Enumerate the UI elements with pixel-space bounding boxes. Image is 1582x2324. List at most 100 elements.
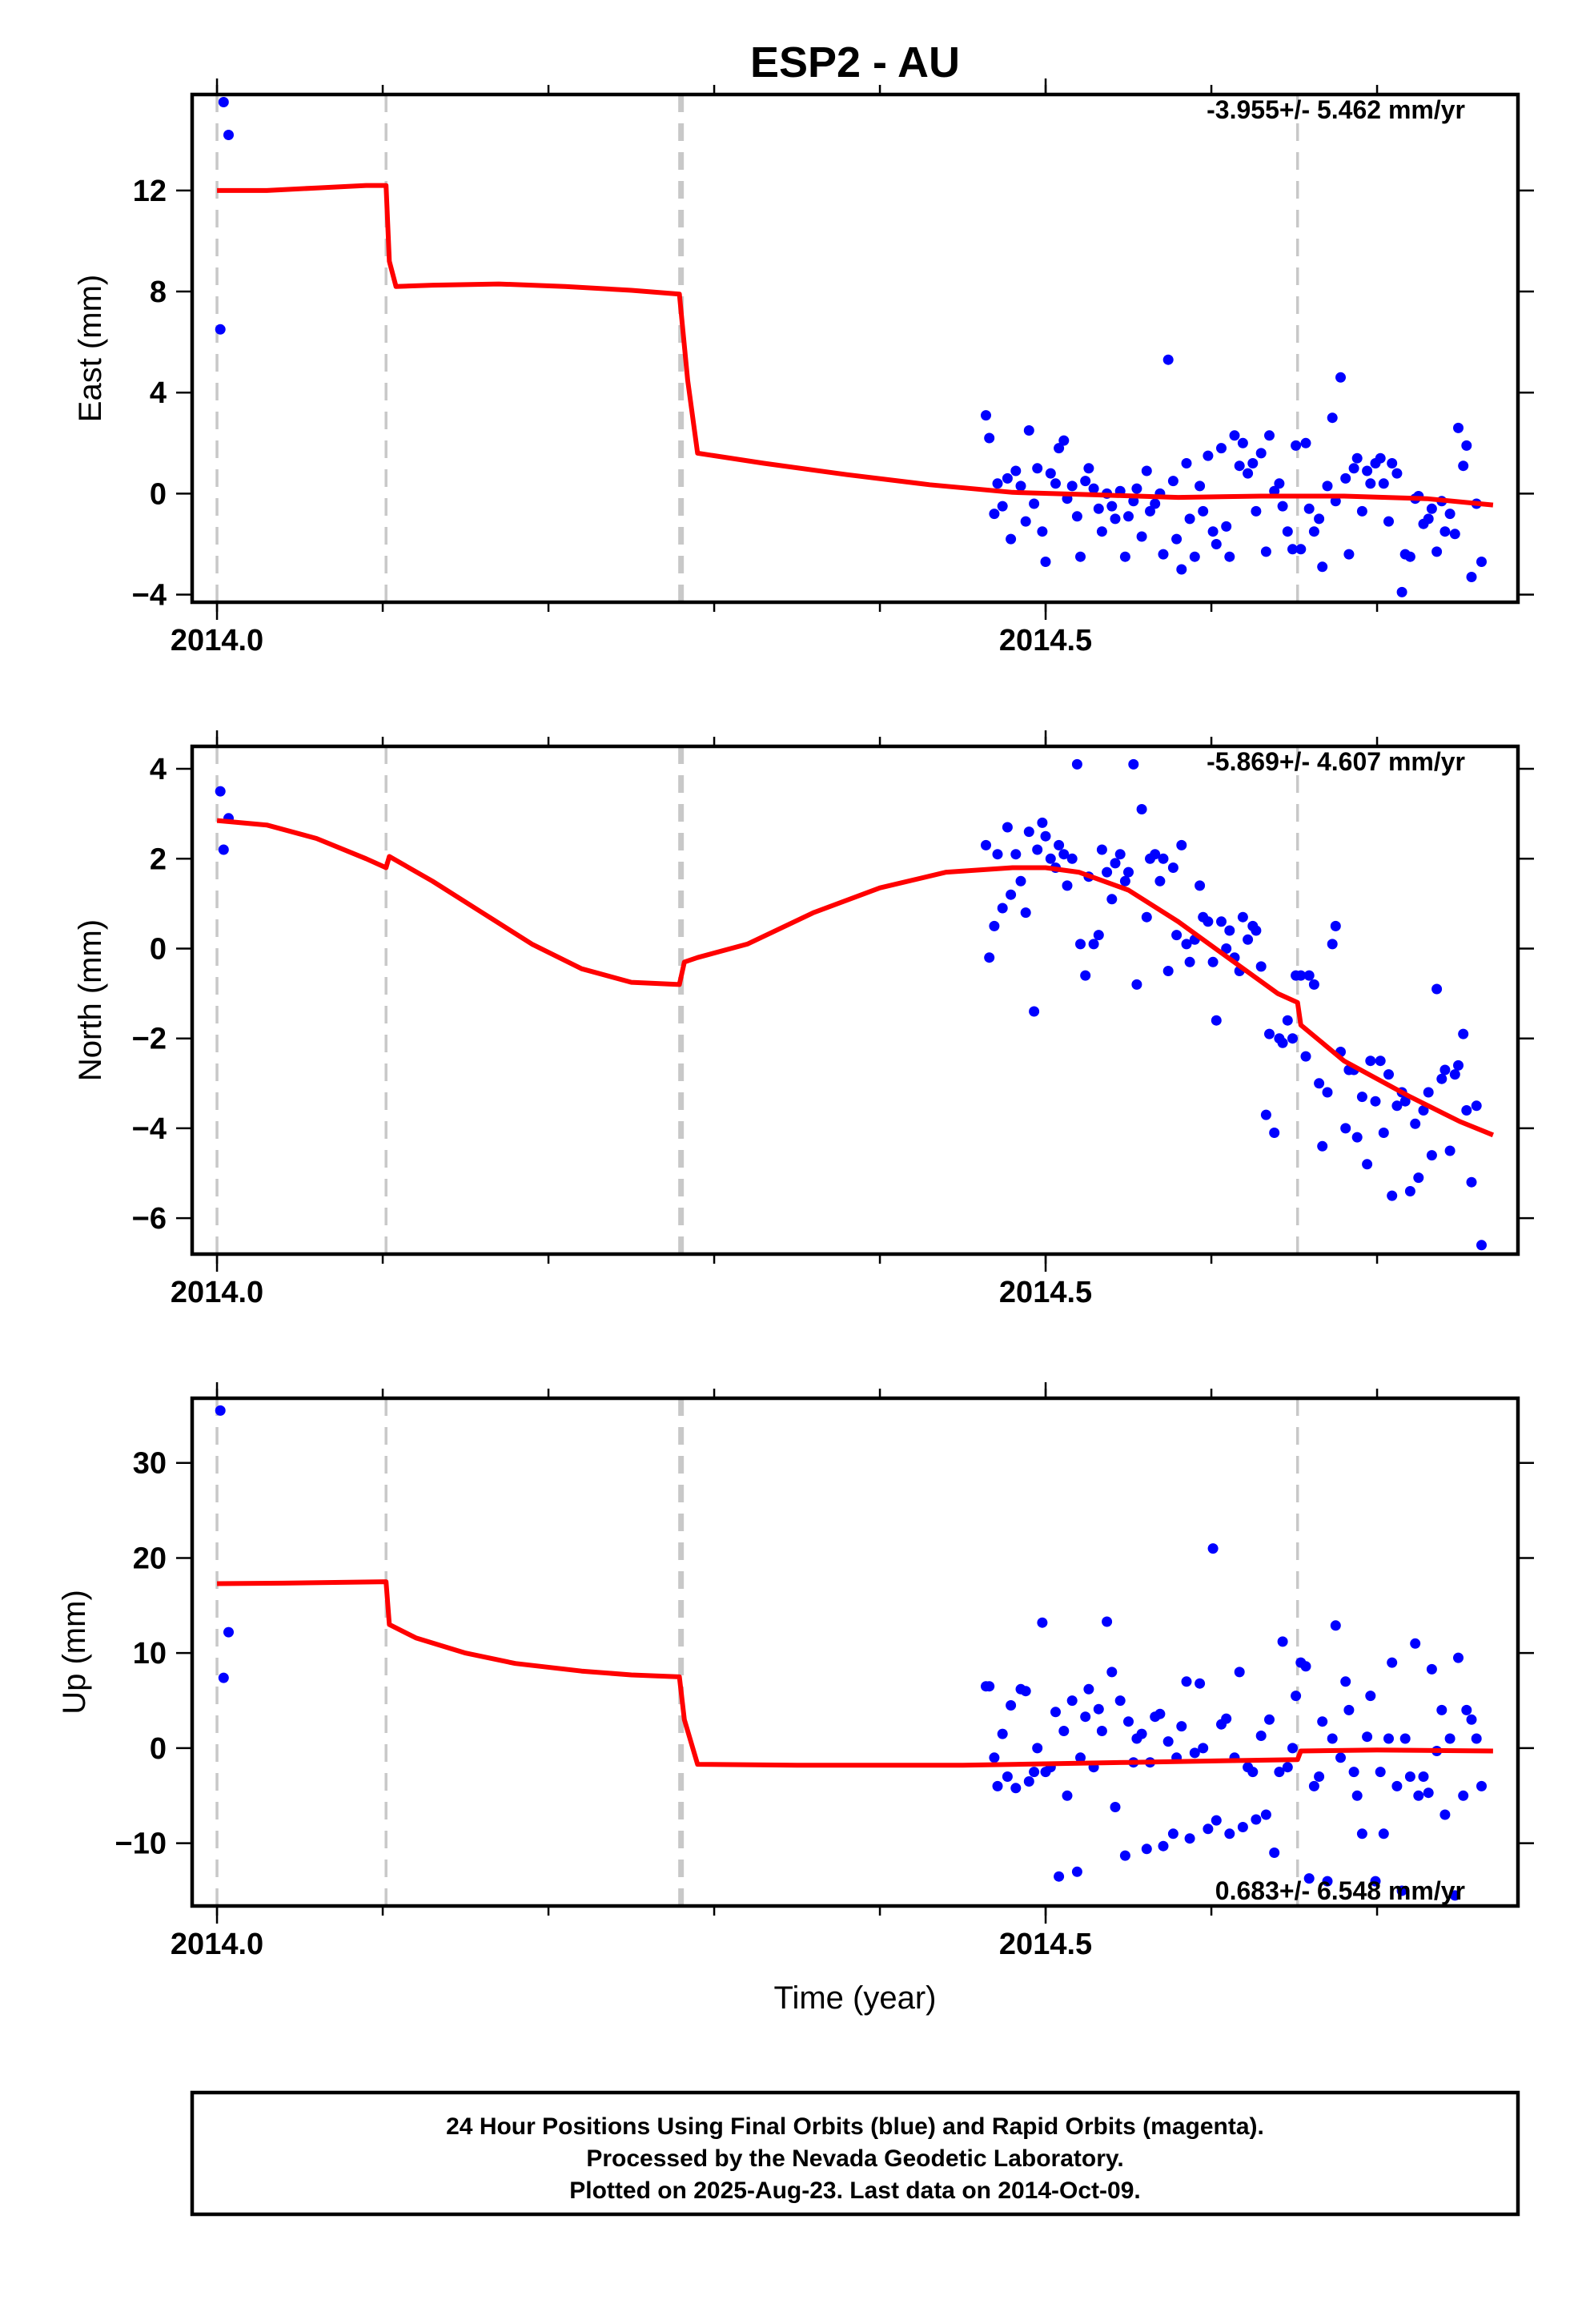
north-point-26: [1080, 970, 1091, 981]
north-data-points: [215, 758, 1487, 1251]
up-point-43: [1154, 1708, 1166, 1719]
up-point-25: [1075, 1752, 1086, 1763]
up-point-65: [1251, 1814, 1262, 1825]
north-rate-annotation: -5.869+/- 4.607 mm/yr: [1207, 747, 1465, 776]
up-point-95: [1383, 1733, 1394, 1744]
up-point-9: [1006, 1700, 1017, 1711]
east-point-17: [1040, 557, 1051, 567]
up-point-102: [1413, 1790, 1424, 1801]
up-point-93: [1375, 1767, 1386, 1778]
north-point-25: [1075, 939, 1086, 950]
up-plot-frame: [190, 1396, 1520, 1908]
up-point-23: [1066, 1695, 1078, 1707]
east-point-65: [1251, 505, 1262, 517]
north-point-47: [1171, 930, 1182, 941]
east-point-89: [1356, 505, 1367, 517]
east-point-98: [1396, 586, 1407, 597]
up-point-68: [1264, 1714, 1275, 1725]
up-point-39: [1136, 1728, 1147, 1739]
north-point-108: [1439, 1064, 1451, 1076]
north-point-109: [1444, 1145, 1456, 1156]
north-point-20: [1054, 839, 1065, 850]
up-point-110: [1449, 1890, 1460, 1901]
up-point-115: [1471, 1733, 1482, 1744]
east-point-28: [1088, 483, 1099, 494]
north-point-58: [1221, 943, 1232, 954]
north-point-115: [1471, 1100, 1482, 1112]
north-point-46: [1167, 862, 1178, 873]
up-point-44: [1158, 1840, 1169, 1852]
up-y-tick-label-1: 0: [150, 1732, 167, 1766]
footer-line-1: 24 Hour Positions Using Final Orbits (bl…: [446, 2113, 1264, 2140]
east-x-tick-label-0: 2014.0: [171, 624, 263, 657]
up-data-points: [215, 1405, 1487, 1901]
north-point-37: [1128, 758, 1139, 770]
east-point-77: [1303, 503, 1315, 514]
up-y-tick-label-0: −10: [115, 1827, 167, 1861]
north-point-11: [1015, 875, 1026, 887]
east-point-18: [1045, 468, 1056, 479]
east-point-11: [1015, 480, 1026, 492]
up-point-1: [218, 1672, 229, 1683]
east-point-5: [989, 509, 1000, 520]
north-point-35: [1119, 875, 1130, 887]
up-point-82: [1327, 1733, 1338, 1744]
east-point-61: [1234, 460, 1245, 472]
east-point-97: [1391, 468, 1403, 479]
east-point-58: [1221, 521, 1232, 532]
north-y-tick-label-1: −4: [132, 1112, 167, 1146]
north-point-72: [1282, 1015, 1293, 1026]
east-point-47: [1171, 533, 1182, 545]
north-x-tick-label-1: 2014.5: [999, 1276, 1092, 1309]
north-point-33: [1110, 858, 1121, 869]
east-point-62: [1237, 437, 1248, 448]
east-point-16: [1037, 526, 1048, 537]
north-model-line: [216, 818, 1495, 1138]
east-point-26: [1080, 476, 1091, 487]
up-point-62: [1237, 1822, 1248, 1832]
north-y-tick-label-0: −6: [132, 1202, 167, 1236]
east-point-55: [1207, 526, 1219, 537]
east-point-83: [1330, 496, 1341, 507]
east-point-67: [1260, 546, 1271, 557]
up-point-111: [1453, 1652, 1464, 1663]
north-point-5: [989, 920, 1000, 931]
up-point-40: [1141, 1844, 1152, 1855]
north-point-38: [1131, 979, 1142, 990]
east-point-91: [1365, 478, 1376, 489]
north-point-43: [1154, 875, 1166, 887]
east-point-116: [1476, 557, 1487, 567]
east-point-9: [1006, 533, 1017, 545]
up-point-26: [1080, 1711, 1091, 1723]
east-point-0: [215, 324, 226, 335]
east-point-71: [1277, 501, 1288, 512]
footer-line-2: Processed by the Nevada Geodetic Laborat…: [586, 2145, 1123, 2172]
up-point-83: [1330, 1620, 1341, 1631]
up-x-tick-label-1: 2014.5: [999, 1928, 1092, 1961]
north-point-54: [1203, 916, 1214, 927]
up-point-92: [1370, 1876, 1381, 1887]
up-point-114: [1466, 1714, 1477, 1725]
up-point-6: [992, 1780, 1003, 1791]
x-axis-label: Time (year): [774, 1980, 937, 2016]
north-point-100: [1404, 1186, 1415, 1196]
north-point-50: [1184, 956, 1195, 967]
up-point-48: [1176, 1721, 1187, 1732]
up-point-91: [1365, 1691, 1376, 1702]
north-point-49: [1181, 939, 1192, 950]
east-point-90: [1362, 465, 1373, 476]
up-point-20: [1054, 1871, 1065, 1882]
up-point-86: [1343, 1704, 1355, 1715]
east-point-44: [1158, 549, 1169, 560]
north-point-4: [984, 952, 995, 963]
up-y-tick-label-2: 10: [133, 1637, 167, 1671]
up-point-0: [215, 1405, 226, 1416]
north-point-80: [1317, 1140, 1328, 1152]
north-point-102: [1413, 1172, 1424, 1184]
east-point-86: [1343, 549, 1355, 560]
up-x-tick-label-0: 2014.0: [171, 1928, 263, 1961]
north-point-83: [1330, 920, 1341, 931]
north-y-axis-label: North (mm): [73, 919, 108, 1081]
up-point-112: [1458, 1790, 1469, 1801]
up-point-24: [1071, 1866, 1082, 1877]
